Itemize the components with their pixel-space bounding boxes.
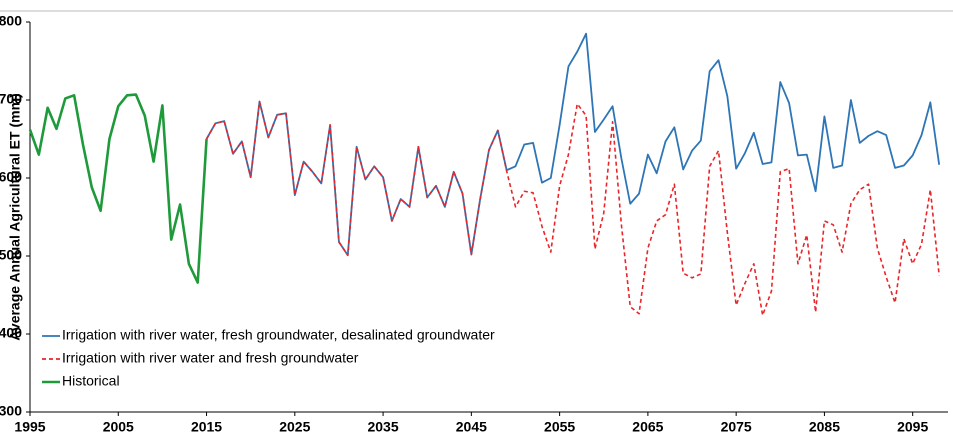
legend-label: Historical xyxy=(62,373,120,389)
x-tick-label: 2005 xyxy=(103,419,134,435)
x-tick-label: 2055 xyxy=(544,419,575,435)
x-tick-label: 2045 xyxy=(456,419,487,435)
y-tick-label: 500 xyxy=(0,247,22,263)
x-tick-label: 2025 xyxy=(279,419,310,435)
x-tick-label: 2035 xyxy=(367,419,398,435)
x-tick-label: 2075 xyxy=(721,419,752,435)
y-tick-label: 400 xyxy=(0,325,22,341)
series-line xyxy=(205,100,940,317)
x-tick-label: 1995 xyxy=(14,419,45,435)
y-tick-label: 300 xyxy=(0,403,22,419)
x-tick-label: 2085 xyxy=(809,419,840,435)
x-tick-label: 2065 xyxy=(632,419,663,435)
x-tick-label: 2095 xyxy=(897,419,928,435)
y-tick-label: 600 xyxy=(0,169,22,185)
series-line xyxy=(205,32,941,257)
y-axis-title: Average Annual Agricultural ET (mm) xyxy=(7,93,23,340)
y-tick-label: 700 xyxy=(0,91,22,107)
y-tick-label: 800 xyxy=(0,13,22,29)
x-tick-label: 2015 xyxy=(191,419,222,435)
legend-label: Irrigation with river water and fresh gr… xyxy=(62,350,359,366)
legend-label: Irrigation with river water, fresh groun… xyxy=(62,327,495,343)
series-line xyxy=(28,93,208,284)
